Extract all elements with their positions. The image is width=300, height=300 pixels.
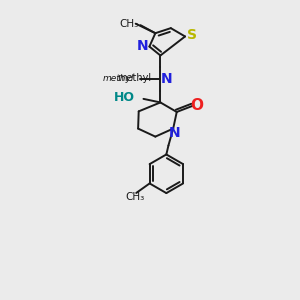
Text: methyl: methyl [103, 74, 134, 83]
Text: methyl: methyl [117, 73, 151, 83]
Text: N: N [169, 126, 180, 140]
Text: O: O [190, 98, 203, 113]
Text: N: N [161, 72, 173, 86]
Text: HO: HO [114, 92, 135, 104]
Text: CH₃: CH₃ [125, 191, 144, 202]
Text: CH₃: CH₃ [120, 19, 139, 29]
Text: N: N [137, 39, 149, 53]
Text: S: S [187, 28, 196, 42]
